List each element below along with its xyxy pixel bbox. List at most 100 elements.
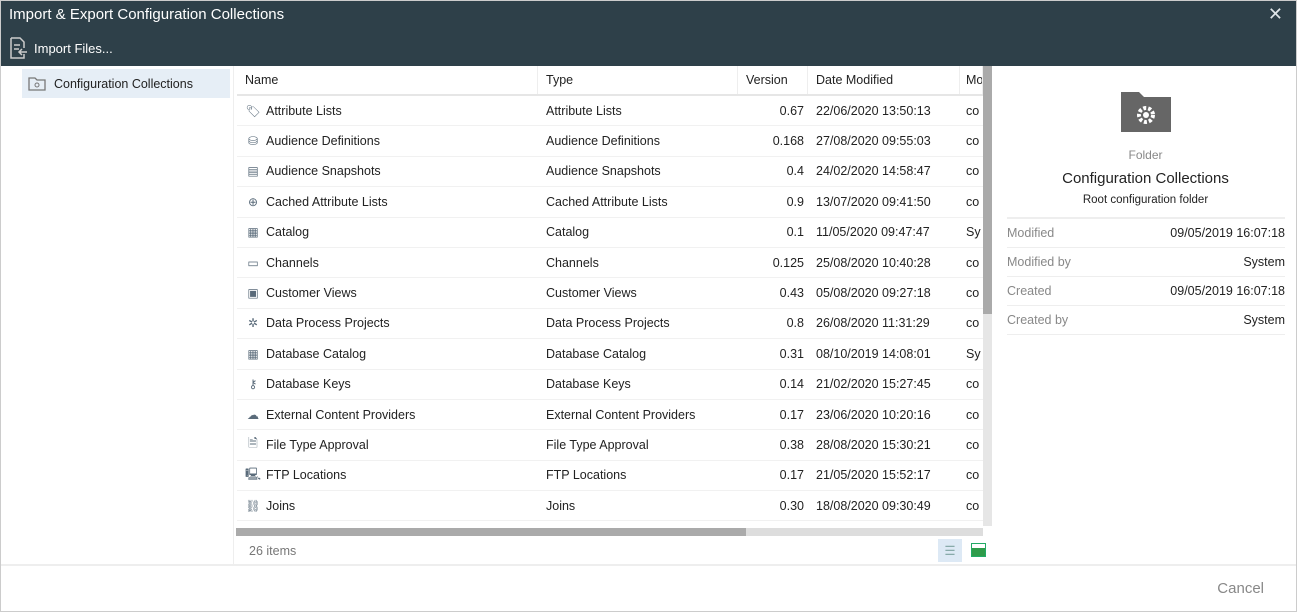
column-header-version[interactable]: Version [738,66,808,94]
cell-modified-by: co [966,468,980,483]
details-description: Root configuration folder [1082,194,1209,206]
link-icon: ⛓ [245,498,261,513]
cell-date-modified: 22/06/2020 13:50:13 [816,103,931,118]
catalog-icon: ▦ [247,225,259,240]
folder-gear-icon [28,76,46,91]
table-row[interactable]: ⚷ Database Keys Database Keys 0.14 21/02/… [237,370,983,400]
table-row[interactable]: 🗎 File Type Approval File Type Approval 0… [237,430,983,461]
cell-modified-by: co [966,194,980,209]
property-row: Created by System [1007,306,1285,335]
cell-type: Catalog [546,225,590,240]
column-header-date-modified[interactable]: Date Modified [808,66,960,94]
cell-type: Audience Snapshots [546,164,661,179]
column-header-type[interactable]: Type [538,66,738,94]
table-row[interactable]: ⊕ Cached Attribute Lists Cached Attribute… [237,187,983,218]
cell-modified-by: co [966,498,980,513]
cell-name: ▦ Catalog [237,224,538,240]
cell-name: ⛁ Audience Definitions [237,133,538,149]
cell-type: Cached Attribute Lists [546,194,668,209]
row-name: Channels [266,255,319,270]
cell-name: ▣ Customer Views [237,285,538,301]
cell-modified-by: co [966,407,980,422]
cell-version: 0.168 [772,134,804,149]
cell-name: 🏷 Attribute Lists [237,103,538,119]
grid-header: Name Type Version Date Modified Mo [237,66,983,96]
thumbnail-view-icon[interactable] [971,543,986,557]
dialog-header: Import & Export Configuration Collection… [0,0,1297,66]
items-grid: Name Type Version Date Modified Mo 🏷 Attr… [237,66,983,526]
tag-icon: 🏷 [245,103,261,118]
cell-version: 0.67 [779,103,804,118]
cell-modified-by: co [966,255,980,270]
cell-version: 0.31 [779,346,804,361]
table-row[interactable]: ▦ Database Catalog Database Catalog 0.31 … [237,339,983,370]
cell-version: 0.9 [786,194,804,209]
cell-type: Channels [546,255,599,270]
import-file-icon [10,37,27,59]
table-row[interactable]: ▤ Audience Snapshots Audience Snapshots 0… [237,157,983,188]
table-row[interactable]: ⛁ Audience Definitions Audience Definitio… [237,126,983,157]
cloud-icon: ☁ [247,407,259,422]
cell-type: FTP Locations [546,468,627,483]
cell-version: 0.14 [779,377,804,392]
property-label: Modified by [1007,255,1071,269]
row-name: Data Process Projects [266,316,390,331]
contact-card-icon: ▣ [247,286,259,301]
column-header-name[interactable]: Name [237,66,538,94]
list-view-icon[interactable]: ☰ [938,539,962,562]
cell-date-modified: 08/10/2019 14:08:01 [816,346,931,361]
vertical-scroll-thumb[interactable] [983,66,992,314]
table-row[interactable]: ▣ Customer Views Customer Views 0.43 05/0… [237,278,983,309]
process-icon: ✲ [247,316,259,331]
details-properties: Modified 09/05/2019 16:07:18 Modified by S… [1007,217,1285,335]
import-files-button[interactable]: Import Files... [8,37,113,59]
cell-name: ▤ Audience Snapshots [237,163,538,179]
row-name: Attribute Lists [266,103,342,118]
cell-version: 0.8 [786,316,804,331]
cell-modified-by: co [966,316,980,331]
row-name: Database Catalog [266,346,367,361]
server-icon: 🖳 [245,467,262,481]
table-row[interactable]: 🖳 FTP Locations FTP Locations 0.17 21/05/… [237,461,983,492]
sidebar-item-configuration-collections[interactable]: Configuration Collections [22,69,230,98]
column-header-modified-by[interactable]: Mo [960,66,983,94]
cell-date-modified: 27/08/2020 09:55:03 [816,134,931,149]
cell-date-modified: 26/08/2020 11:31:29 [816,316,930,331]
cell-name: ⊕ Cached Attribute Lists [237,194,538,210]
details-name: Configuration Collections [1062,170,1229,187]
cell-date-modified: 21/05/2020 15:52:17 [816,468,931,483]
cell-type: Database Catalog [546,346,647,361]
snapshot-icon: ▤ [247,164,259,179]
table-row[interactable]: ✲ Data Process Projects Data Process Proj… [237,309,983,340]
close-icon[interactable]: ✕ [1267,4,1283,24]
cell-version: 0.30 [779,498,804,513]
key-icon: ⚷ [248,377,258,392]
table-row[interactable]: 🏷 Attribute Lists Attribute Lists 0.67 22… [237,96,983,127]
cell-modified-by: co [966,286,980,301]
cell-name: ⛓ Joins [237,498,538,514]
cell-version: 0.125 [772,255,804,270]
table-row[interactable]: ▭ Channels Channels 0.125 25/08/2020 10:4… [237,248,983,279]
table-row[interactable]: ⛓ Joins Joins 0.30 18/08/2020 09:30:49 co [237,491,983,522]
globe-icon: ⊕ [247,194,259,209]
horizontal-scroll-thumb[interactable] [236,528,746,536]
table-row[interactable]: ▦ Catalog Catalog 0.1 11/05/2020 09:47:47… [237,218,983,248]
table-row[interactable]: ☁ External Content Providers External Con… [237,400,983,431]
cell-modified-by: Sy [966,225,981,240]
dialog-footer: Cancel [0,564,1297,612]
cell-version: 0.38 [779,437,804,452]
horizontal-scrollbar[interactable] [236,528,983,536]
sidebar-item-label: Configuration Collections [54,76,193,91]
cell-name: 🗎 File Type Approval [237,437,538,453]
row-name: Cached Attribute Lists [266,194,388,209]
cell-date-modified: 23/06/2020 10:20:16 [816,407,931,422]
cell-type: File Type Approval [546,437,649,452]
cell-version: 0.43 [779,286,804,301]
cell-modified-by: co [966,134,980,149]
cell-version: 0.1 [786,225,804,240]
catalog-icon: ▦ [247,346,259,361]
cell-date-modified: 28/08/2020 15:30:21 [816,437,931,452]
row-name: File Type Approval [266,437,369,452]
vertical-scrollbar[interactable] [983,66,992,526]
cancel-button[interactable]: Cancel [1217,580,1264,597]
